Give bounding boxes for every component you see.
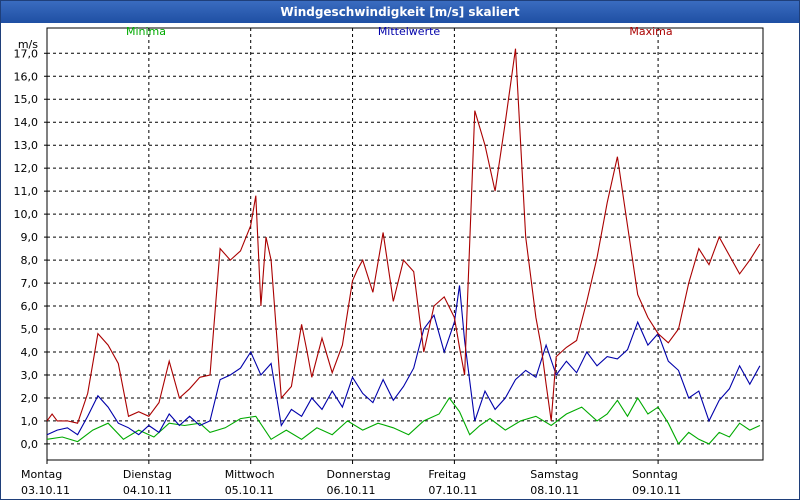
x-tick-label-date: 05.10.11 xyxy=(225,484,274,497)
y-tick-label: 17,0 xyxy=(14,47,39,60)
y-axis-unit-label: m/s xyxy=(18,38,38,51)
x-axis: Montag 03.10.11 Dienstag 04.10.11 Mittwoch 05… xyxy=(21,460,681,497)
legend: Minima Mittelwerte Maxima xyxy=(126,25,673,38)
x-tick-label-date: 06.10.11 xyxy=(327,484,376,497)
legend-entry-minima: Minima xyxy=(126,25,166,38)
y-tick-label: 13,0 xyxy=(14,139,39,152)
series-lines xyxy=(46,48,761,445)
legend-entry-maxima: Maxima xyxy=(629,25,672,38)
y-tick-label: 0,0 xyxy=(21,438,39,451)
x-tick-label-weekday: Samstag xyxy=(530,468,578,481)
x-tick-label-weekday: Dienstag xyxy=(123,468,172,481)
series-line-minima xyxy=(46,396,761,445)
y-tick-label: 11,0 xyxy=(14,185,39,198)
y-tick-label: 14,0 xyxy=(14,116,39,129)
window-title: Windgeschwindigkeit [m/s] skaliert xyxy=(1,1,799,23)
series-line-mittelwerte xyxy=(46,285,761,436)
x-tick-label-date: 04.10.11 xyxy=(123,484,172,497)
y-tick-label: 3,0 xyxy=(21,369,39,382)
x-tick-label-date: 03.10.11 xyxy=(21,484,70,497)
x-tick-label-date: 08.10.11 xyxy=(530,484,579,497)
x-tick-label-weekday: Montag xyxy=(21,468,62,481)
y-tick-label: 1,0 xyxy=(21,415,39,428)
y-tick-label: 4,0 xyxy=(21,346,39,359)
y-tick-label: 2,0 xyxy=(21,392,39,405)
x-tick-label-date: 07.10.11 xyxy=(428,484,477,497)
x-tick-label-weekday: Sonntag xyxy=(632,468,678,481)
grid-lines xyxy=(47,28,763,460)
series-line-maxima xyxy=(46,48,761,424)
y-tick-label: 12,0 xyxy=(14,162,39,175)
wind-speed-chart: m/s 0,0 1,0 2,0 3,0 4,0 5,0 6,0 7,0 8,0 9,0 10,0 11… xyxy=(14,25,764,497)
y-tick-label: 7,0 xyxy=(21,277,39,290)
y-axis: m/s 0,0 1,0 2,0 3,0 4,0 5,0 6,0 7,0 8,0 9,0 10,0 11… xyxy=(14,38,47,451)
y-tick-label: 15,0 xyxy=(14,93,39,106)
x-tick-label-weekday: Donnerstag xyxy=(327,468,391,481)
y-tick-label: 5,0 xyxy=(21,323,39,336)
x-tick-label-weekday: Mittwoch xyxy=(225,468,275,481)
y-tick-label: 6,0 xyxy=(21,300,39,313)
y-tick-label: 9,0 xyxy=(21,231,39,244)
plot-area xyxy=(46,27,764,461)
x-tick-label-weekday: Freitag xyxy=(428,468,466,481)
legend-entry-mittelwerte: Mittelwerte xyxy=(378,25,441,38)
y-tick-label: 16,0 xyxy=(14,70,39,83)
y-tick-label: 8,0 xyxy=(21,254,39,267)
y-tick-label: 10,0 xyxy=(14,208,39,221)
x-tick-label-date: 09.10.11 xyxy=(632,484,681,497)
